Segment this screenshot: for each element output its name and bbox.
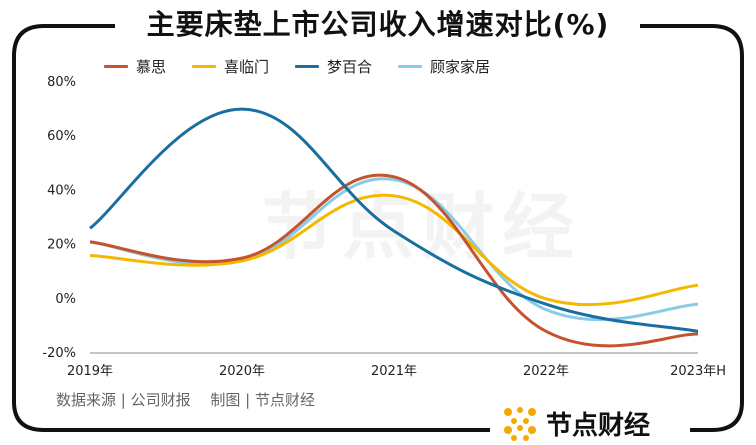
- source-note: 数据来源 | 公司财报 制图 | 节点财经: [56, 391, 315, 409]
- series-lines: [89, 107, 699, 348]
- brand-logo: 节点财经: [494, 402, 686, 445]
- series-line-2: [89, 107, 699, 333]
- legend-label: 顾家家居: [430, 57, 491, 76]
- series-line-3: [89, 177, 699, 322]
- chart-title: 主要床垫上市公司收入增速对比(%): [122, 2, 634, 48]
- legend-swatch: [398, 64, 423, 68]
- x-tick-label: 2023年H: [670, 364, 726, 379]
- legend-swatch: [295, 64, 320, 68]
- watermark: 节点财经: [262, 185, 583, 269]
- legend-item-1: 喜临门: [192, 56, 269, 77]
- legend-item-3: 顾家家居: [398, 56, 490, 77]
- y-tick-label: 80%: [47, 75, 76, 90]
- legend-swatch: [192, 64, 217, 68]
- x-tick-label: 2022年: [523, 364, 569, 379]
- x-tick-label: 2021年: [371, 364, 417, 379]
- legend-item-0: 慕思: [104, 56, 166, 77]
- brand-name: 节点财经: [546, 411, 651, 441]
- y-tick-label: 60%: [47, 129, 76, 144]
- y-tick-label: 40%: [47, 183, 76, 198]
- brand-dots-icon: [504, 406, 536, 441]
- y-axis: 80% 60% 40% 20% 0% -20%: [42, 75, 76, 361]
- y-tick-label: 0%: [55, 292, 76, 307]
- legend-label: 慕思: [136, 57, 167, 76]
- legend-item-2: 梦百合: [295, 56, 372, 77]
- legend: 慕思 喜临门 梦百合 顾家家居: [104, 54, 516, 78]
- x-axis: 2019年 2020年 2021年 2022年 2023年H: [67, 364, 726, 379]
- legend-label: 梦百合: [327, 57, 373, 76]
- x-tick-label: 2020年: [219, 364, 265, 379]
- legend-label: 喜临门: [224, 57, 270, 76]
- y-tick-label: 20%: [47, 238, 76, 253]
- series-line-1: [89, 193, 699, 307]
- legend-swatch: [104, 64, 128, 68]
- series-line-0: [89, 173, 699, 348]
- x-tick-label: 2019年: [67, 364, 113, 379]
- y-tick-label: -20%: [42, 346, 76, 361]
